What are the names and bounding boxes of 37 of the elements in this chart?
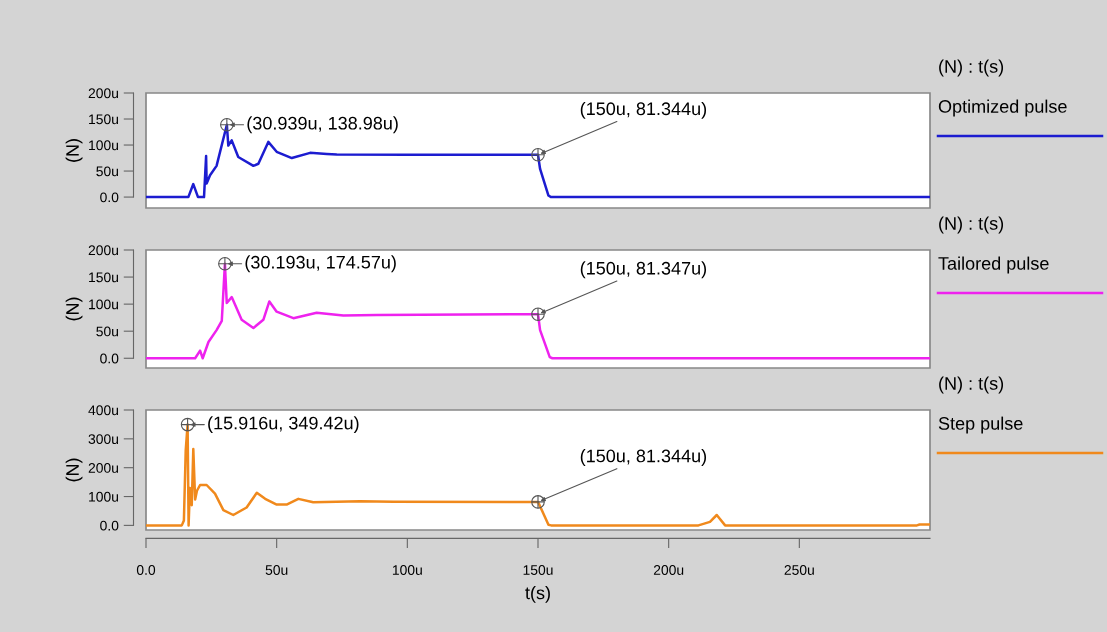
y-tick-label: 400u [88,405,118,416]
y-tick-label: 150u [89,114,118,125]
y-tick-label: 0.0 [100,520,119,531]
y-tick-label: 100u [89,140,118,151]
x-tick-label: 150u [523,565,553,575]
annotation: (150u, 81.344u) [580,449,707,466]
y-tick-label: 200u [88,463,118,473]
y-axis-title: (N) [65,139,83,162]
x-tick-label: 250u [784,565,814,575]
y-tick-label: 100u [89,491,118,502]
annotation: (30.193u, 174.57u) [245,255,396,273]
legend-title: (N) : t(s) [939,216,1004,234]
annotation: (150u, 81.347u) [580,261,707,279]
y-tick-label: 200u [88,245,118,256]
text: Tailored pulse [938,256,1049,274]
legend-title: (N) : t(s) [939,59,1004,77]
annotation: (15.916u, 349.42u) [208,416,359,433]
legend-title: (N) : t(s) [939,376,1004,394]
x-tick-label: 100u [392,565,422,575]
x-tick-label: 50u [265,565,288,575]
x-tick-label: 0.0 [136,565,156,575]
x-axis-title: t(s) [525,586,550,603]
text: Step pulse [938,416,1023,434]
x-tick-label: 200u [653,565,684,575]
y-tick-label: 200u [88,88,118,99]
y-tick-label: 0.0 [100,192,119,203]
y-tick-label: 100u [89,299,118,310]
y-tick-label: 300u [88,434,118,445]
annotation: (150u, 81.344u) [580,101,707,119]
annotation: (30.939u, 138.98u) [247,116,398,134]
y-tick-label: 50u [96,166,118,177]
y-tick-label: 50u [96,326,118,337]
y-tick-label: 150u [89,272,118,283]
y-axis-title: (N) [65,458,83,482]
text: Optimized pulse [938,99,1067,117]
y-axis-title: (N) [65,297,83,321]
y-tick-label: 0.0 [100,353,119,364]
